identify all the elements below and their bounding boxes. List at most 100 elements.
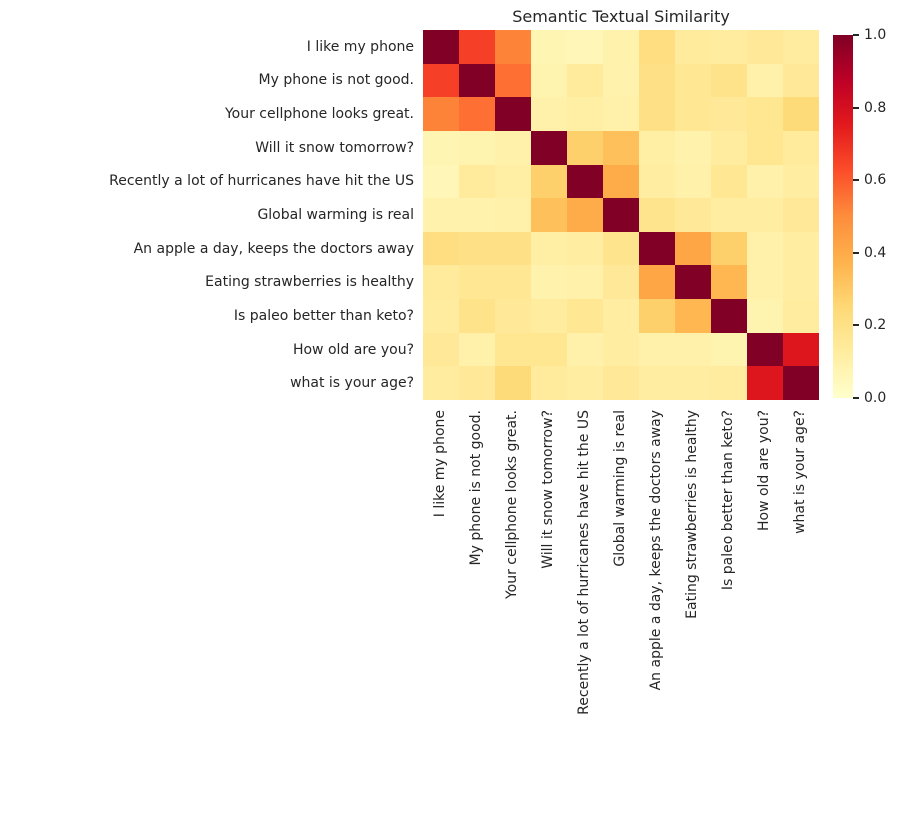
heatmap-cell	[675, 231, 711, 266]
heatmap-cell	[711, 299, 747, 333]
x-tick-cell: what is your age?	[783, 410, 819, 816]
heatmap-cell	[747, 130, 783, 165]
y-tick-label: How old are you?	[292, 341, 414, 358]
heatmap-cell	[639, 299, 675, 333]
y-tick-label: Is paleo better than keto?	[233, 307, 414, 324]
heatmap-cell	[675, 198, 711, 232]
heatmap-cell	[747, 265, 783, 300]
heatmap-cell	[675, 366, 711, 400]
x-tick-cell: Is paleo better than keto?	[711, 410, 747, 816]
heatmap-cell	[711, 231, 747, 266]
heatmap-cell	[567, 130, 603, 165]
heatmap-cell	[603, 130, 639, 165]
heatmap-cell	[495, 198, 531, 232]
heatmap-cell	[531, 332, 567, 367]
x-tick-label: My phone is not good.	[468, 410, 485, 566]
heatmap-cell	[675, 164, 711, 199]
heatmap-cell	[423, 332, 459, 367]
heatmap-cell	[459, 366, 495, 400]
colorbar: 1.0 0.8 0.6 0.4 0.2 0.0	[833, 27, 913, 406]
heatmap-cell	[423, 164, 459, 199]
colorbar-tick-mark	[853, 397, 859, 399]
heatmap-cell	[783, 198, 819, 232]
heatmap-cell	[531, 231, 567, 266]
heatmap-cell	[531, 366, 567, 400]
heatmap-cell	[747, 97, 783, 131]
heatmap-cell	[747, 30, 783, 64]
heatmap-cell	[423, 366, 459, 400]
y-tick-label: what is your age?	[290, 375, 414, 392]
heatmap-cell	[603, 97, 639, 131]
heatmap-cell	[459, 97, 495, 131]
x-tick-label: Will it snow tomorrow?	[540, 410, 557, 569]
heatmap-cell	[783, 130, 819, 165]
heatmap-cell	[639, 265, 675, 300]
heatmap-cell	[675, 30, 711, 64]
colorbar-ticks: 1.0 0.8 0.6 0.4 0.2 0.0	[853, 27, 913, 406]
heatmap-cell	[423, 299, 459, 333]
heatmap-cell	[567, 30, 603, 64]
heatmap-cell	[711, 30, 747, 64]
heatmap-cell	[423, 97, 459, 131]
heatmap-cell	[711, 164, 747, 199]
heatmap-cell	[531, 265, 567, 300]
colorbar-tick-label: 0.4	[864, 244, 887, 261]
heatmap-cell	[603, 198, 639, 232]
y-tick-label: Eating strawberries is healthy	[205, 274, 414, 291]
heatmap-cell	[423, 231, 459, 266]
x-tick-cell: Eating strawberries is healthy	[675, 410, 711, 816]
heatmap-cell	[747, 63, 783, 98]
heatmap-cell	[531, 130, 567, 165]
heatmap-cell	[531, 63, 567, 98]
x-tick-cell: How old are you?	[747, 410, 783, 816]
heatmap-cell	[783, 30, 819, 64]
x-tick-cell: Recently a lot of hurricanes have hit th…	[567, 410, 603, 816]
heatmap-cell	[567, 198, 603, 232]
colorbar-tick-mark	[853, 179, 859, 182]
heatmap-cell	[567, 366, 603, 400]
heatmap-cell	[567, 265, 603, 300]
heatmap-cell	[747, 332, 783, 367]
heatmap-cell	[603, 299, 639, 333]
x-tick-label: Global warming is real	[612, 410, 629, 567]
heatmap-cell	[747, 198, 783, 232]
heatmap-cell	[567, 332, 603, 367]
heatmap-cell	[639, 332, 675, 367]
heatmap-cell	[459, 130, 495, 165]
heatmap-cell	[783, 63, 819, 98]
heatmap-cell	[747, 164, 783, 199]
heatmap-cell	[567, 63, 603, 98]
heatmap-cell	[783, 265, 819, 300]
heatmap-cell	[783, 164, 819, 199]
heatmap-cell	[423, 198, 459, 232]
heatmap-cell	[495, 30, 531, 64]
colorbar-tick-label: 0.2	[864, 317, 887, 334]
heatmap-cell	[747, 366, 783, 400]
colorbar-tick-mark	[853, 106, 859, 109]
heatmap-cell	[603, 63, 639, 98]
x-tick-label: what is your age?	[792, 410, 809, 534]
heatmap-cell	[495, 164, 531, 199]
heatmap-cell	[639, 130, 675, 165]
heatmap-cell	[459, 299, 495, 333]
heatmap-cell	[639, 164, 675, 199]
heatmap-cell	[639, 366, 675, 400]
y-axis-labels: I like my phone My phone is not good. Your…	[0, 30, 414, 400]
x-axis-labels: I like my phone My phone is not good. Your…	[423, 410, 819, 816]
heatmap-cell	[711, 332, 747, 367]
heatmap-cell	[531, 299, 567, 333]
heatmap-cell	[639, 30, 675, 64]
heatmap-cell	[531, 164, 567, 199]
heatmap-cell	[711, 198, 747, 232]
x-tick-cell: My phone is not good.	[459, 410, 495, 816]
heatmap-cell	[603, 30, 639, 64]
heatmap-cell	[495, 299, 531, 333]
heatmap-cell	[495, 63, 531, 98]
x-tick-cell: Global warming is real	[603, 410, 639, 816]
heatmap-cell	[459, 332, 495, 367]
colorbar-tick-mark	[853, 34, 859, 36]
heatmap-cell	[711, 63, 747, 98]
x-tick-cell: An apple a day, keeps the doctors away	[639, 410, 675, 816]
colorbar-tick-label: 0.0	[864, 390, 887, 406]
